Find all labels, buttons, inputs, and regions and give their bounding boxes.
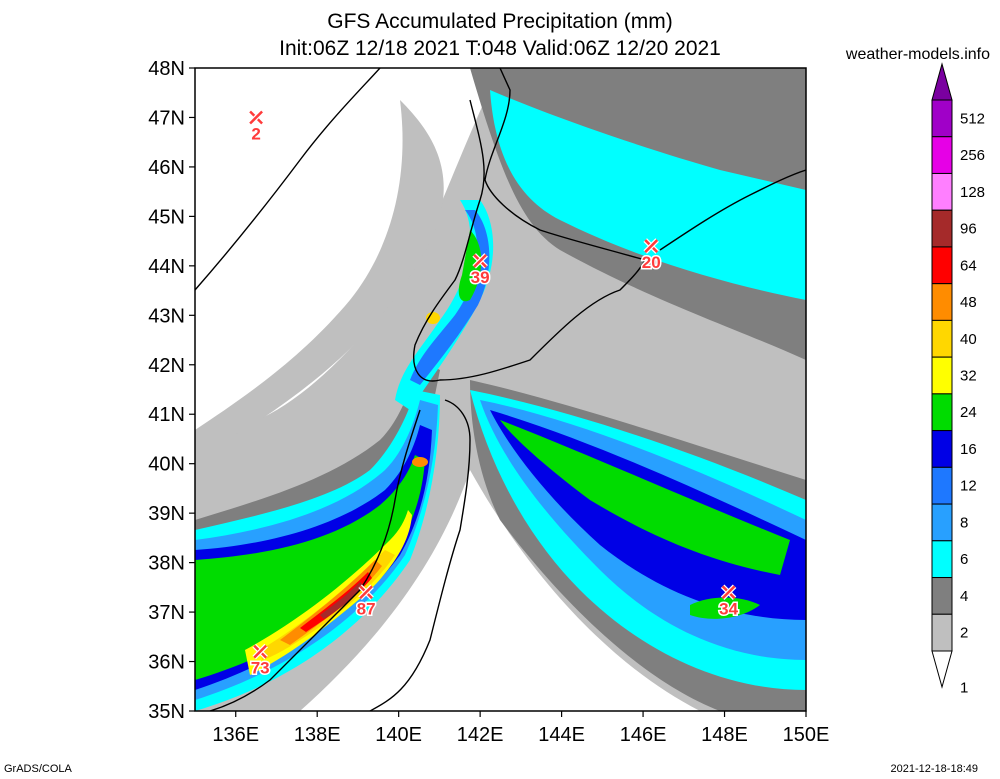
colorbar-label: 4 [960, 588, 968, 605]
colorbar-swatch [931, 613, 953, 652]
station-value-label: 39 [471, 268, 490, 287]
colorbar-label: 512 [960, 110, 985, 127]
x-mark-icon [644, 239, 659, 253]
colorbar-swatch [931, 283, 953, 321]
precip-area-1mm-west [195, 100, 444, 445]
lat-tick-label: 44N [148, 256, 185, 278]
colorbar-swatch [931, 466, 953, 505]
station-value-label: 2 [251, 124, 260, 143]
station-marker: 87 [355, 584, 377, 620]
lat-tick-label: 38N [148, 553, 185, 575]
precip-area-16mm-hokkaido [458, 230, 482, 302]
x-mark-icon [473, 254, 488, 268]
colorbar-swatch [931, 430, 953, 468]
colorbar-label: 6 [960, 551, 968, 568]
colorbar-label: 32 [960, 368, 977, 385]
precip-area-40mm [280, 560, 382, 645]
chart-title: GFS Accumulated Precipitation (mm) [327, 10, 673, 33]
station-marker: 34 [718, 584, 740, 620]
precip-spot-32mm [426, 312, 440, 324]
precip-area-4mm-north [490, 90, 806, 300]
colorbar-swatch [931, 136, 953, 174]
precip-area-16mm-east [500, 420, 790, 575]
x-mark-icon [721, 585, 736, 600]
colorbar-swatch [931, 356, 953, 395]
precip-area-16mm-southeast [690, 597, 760, 619]
colorbar-label: 96 [960, 221, 977, 238]
colorbar-label: 16 [960, 441, 977, 458]
lat-tick-label: 48N [148, 58, 185, 80]
lat-tick-label: 35N [148, 701, 185, 723]
colorbar-swatch [931, 393, 953, 432]
lon-tick-label: 136E [212, 724, 259, 746]
latitude-axis: 48N 47N 46N 45N 44N 43N 42N 41N 40N 39N 38N 37N 36N 3… [148, 58, 195, 723]
colorbar-label: 1 [960, 680, 968, 697]
station-value-label: 73 [251, 659, 270, 678]
lat-tick-label: 39N [148, 503, 185, 525]
colorbar-label: 24 [960, 404, 977, 421]
colorbar-label: 128 [960, 184, 985, 201]
lon-tick-label: 148E [701, 724, 748, 746]
lat-tick-label: 46N [148, 157, 185, 179]
site-label: weather-models.info [845, 46, 990, 63]
chart-subtitle: Init:06Z 12/18 2021 T:048 Valid:06Z 12/2… [279, 37, 721, 60]
precip-area-16mm-west [195, 455, 425, 680]
colorbar-label: 64 [960, 257, 977, 274]
lon-tick-label: 138E [294, 724, 341, 746]
lon-tick-label: 150E [783, 724, 830, 746]
coastlines [195, 68, 806, 711]
station-value-label: 34 [719, 599, 738, 618]
colorbar-swatch [931, 246, 953, 285]
colorbar-label: 2 [960, 625, 968, 642]
software-credit: GrADS/COLA [4, 763, 72, 775]
precip-field [195, 68, 806, 711]
timestamp: 2021-12-18-18:49 [890, 763, 978, 775]
station-marker: 20 [640, 238, 662, 274]
station-marker: 73 [249, 643, 271, 679]
station-markers: 2 39 20 87 73 34 [248, 109, 740, 679]
precip-spot-40mm [412, 457, 428, 467]
colorbar-swatch [931, 319, 953, 358]
colorbar-label: 8 [960, 514, 968, 531]
lon-tick-label: 142E [457, 724, 504, 746]
precip-area-64mm [320, 582, 364, 619]
lon-tick-label: 144E [538, 724, 585, 746]
colorbar-bottom-arrow [931, 650, 953, 689]
precip-area-8mm-hokkaido [410, 210, 490, 385]
colorbar-label: 256 [960, 147, 985, 164]
colorbar-swatch [931, 577, 953, 615]
lat-tick-label: 47N [148, 107, 185, 129]
station-value-label: 87 [357, 599, 376, 618]
colorbar-label: 48 [960, 294, 977, 311]
lat-tick-label: 43N [148, 305, 185, 327]
colorbar-swatch [931, 172, 953, 211]
lat-tick-label: 41N [148, 404, 185, 426]
longitude-axis: 136E 138E 140E 142E 144E 146E 148E 150E [212, 711, 829, 746]
x-mark-icon [253, 644, 268, 659]
x-mark-icon [249, 110, 263, 125]
precip-area-48mm [300, 572, 372, 632]
plot-frame [194, 67, 807, 712]
precip-area-4mm-hokkaido [395, 200, 494, 410]
lat-tick-label: 37N [148, 602, 185, 624]
colorbar-label: 40 [960, 331, 977, 348]
colorbar-top-arrow [931, 62, 953, 101]
colorbar-label: 12 [960, 478, 977, 495]
colorbar-swatch [931, 540, 953, 579]
colorbar-swatch [931, 99, 953, 138]
station-marker: 39 [469, 253, 491, 288]
station-value-label: 20 [642, 253, 661, 272]
lat-tick-label: 42N [148, 355, 185, 377]
lon-tick-label: 146E [620, 724, 667, 746]
station-marker: 2 [248, 109, 264, 145]
lat-tick-label: 36N [148, 652, 185, 674]
lon-tick-label: 140E [375, 724, 422, 746]
lat-tick-label: 45N [148, 206, 185, 228]
lat-tick-label: 40N [148, 454, 185, 476]
colorbar-swatch [931, 209, 953, 248]
x-mark-icon [359, 585, 373, 600]
colorbar-swatch [931, 503, 953, 542]
